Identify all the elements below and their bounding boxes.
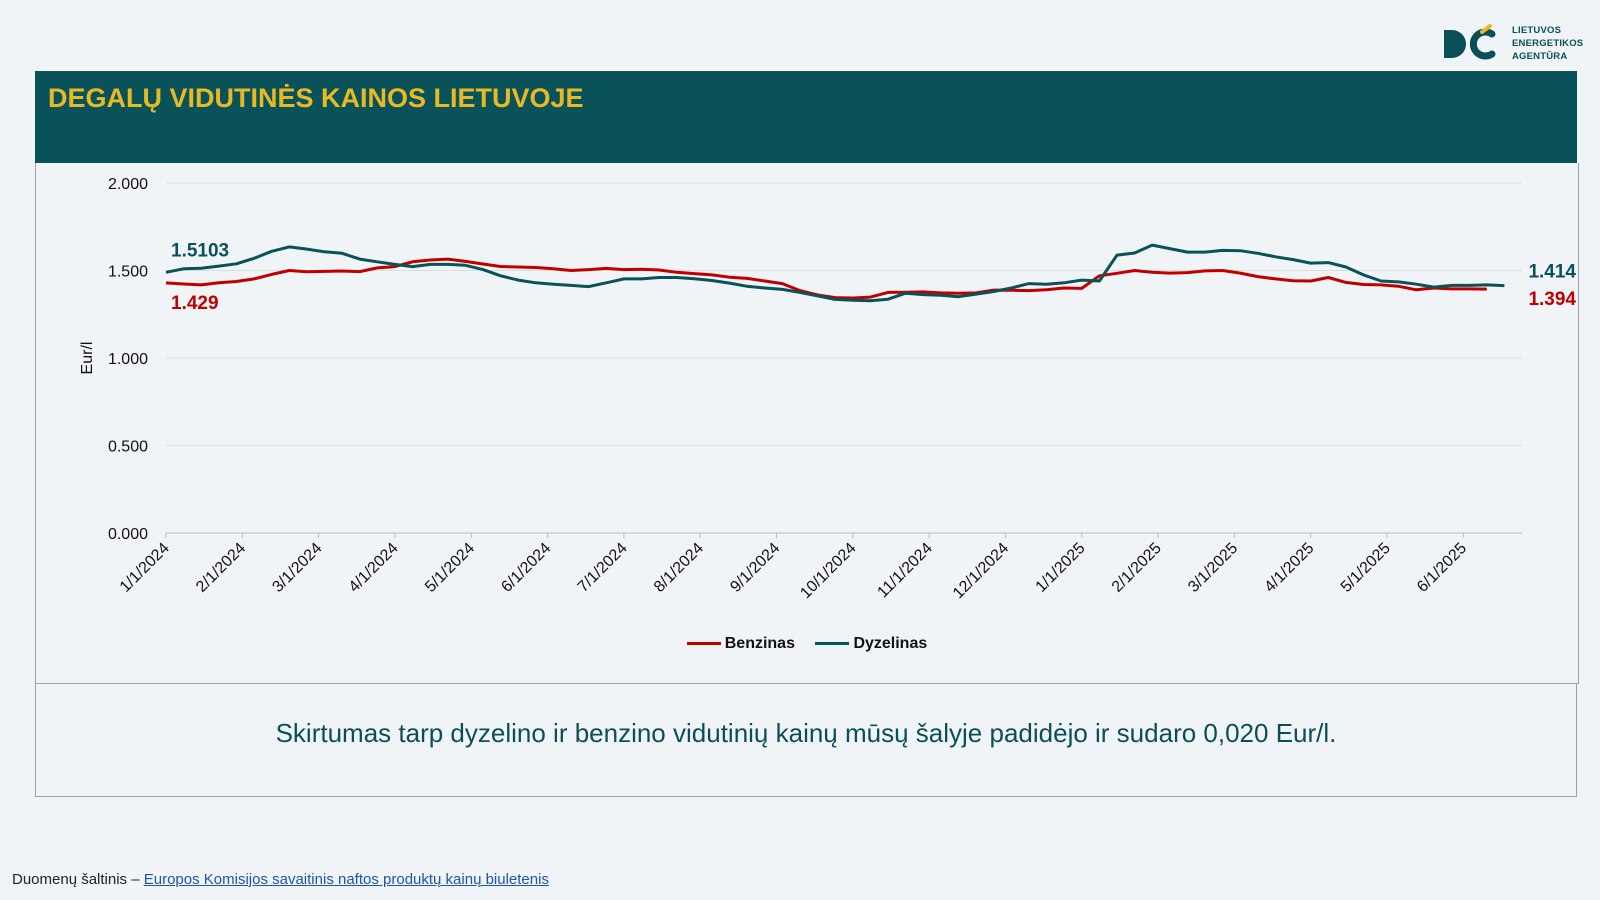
x-tick-label: 1/1/2025	[1033, 540, 1089, 596]
price-line-chart: 0.000 0.500 1.000 1.500 2.000 Eur/l 1/1/2024 2/…	[79, 176, 1576, 602]
legend-swatch-benzinas	[686, 642, 721, 645]
logo-line-2: ENERGETIKOS	[1512, 38, 1584, 49]
x-tick-label: 2/1/2025	[1109, 540, 1165, 596]
y-tick-label: 1.000	[108, 351, 148, 368]
x-tick-label: 7/1/2024	[575, 540, 631, 596]
lea-logo	[1444, 24, 1496, 60]
chart-panel: 0.000 0.500 1.000 1.500 2.000 Eur/l 1/1/2024 2/…	[35, 163, 1579, 684]
source-prefix: Duomenų šaltinis –	[12, 871, 144, 888]
x-tick-label: 4/1/2024	[346, 540, 402, 596]
logo-line-3: AGENTŪRA	[1512, 51, 1568, 62]
legend-label-benzinas: Benzinas	[724, 634, 795, 652]
summary-text: Skirtumas tarp dyzelino ir benzino vidut…	[275, 718, 1337, 748]
x-tick-label: 4/1/2025	[1261, 540, 1317, 596]
x-tick-label: 5/1/2024	[422, 540, 478, 596]
y-tick-label: 1.500	[108, 264, 148, 281]
data-label-dyzelinas-start: 1.5103	[171, 240, 229, 261]
chart-legend: Benzinas Dyzelinas	[36, 632, 1578, 653]
page-title: DEGALŲ VIDUTINĖS KAINOS LIETUVOJE	[48, 83, 584, 113]
x-tick-label: 6/1/2024	[498, 540, 554, 596]
series-line-benzinas	[165, 257, 1487, 300]
logo-mark-icon	[1444, 24, 1496, 60]
logo-line-1: LIETUVOS	[1512, 25, 1562, 36]
data-label-benzinas-start: 1.429	[171, 293, 219, 314]
data-label-benzinas-end: 1.394	[1528, 289, 1576, 310]
x-tick-label: 8/1/2024	[651, 540, 707, 596]
x-tick-label: 3/1/2024	[269, 540, 325, 596]
x-tick-label: 9/1/2024	[727, 540, 783, 596]
x-tick-label: 6/1/2025	[1414, 540, 1470, 596]
logo-text: LIETUVOS ENERGETIKOS AGENTŪRA	[1512, 24, 1583, 63]
x-tick-label: 12/1/2024	[950, 540, 1012, 602]
y-tick-label: 0.000	[108, 526, 148, 543]
source-footer: Duomenų šaltinis – Europos Komisijos sav…	[12, 871, 549, 888]
x-tick-label: 5/1/2025	[1338, 540, 1394, 596]
data-label-dyzelinas-end: 1.414	[1528, 262, 1576, 283]
legend-swatch-dyzelinas	[815, 642, 850, 645]
legend-item-benzinas: Benzinas	[686, 634, 795, 653]
x-tick-label: 1/1/2024	[117, 540, 173, 596]
header-banner: DEGALŲ VIDUTINĖS KAINOS LIETUVOJE	[35, 71, 1577, 163]
y-tick-label: 0.500	[108, 439, 148, 456]
series-line-dyzelinas	[165, 243, 1505, 303]
x-tick-label: 10/1/2024	[797, 540, 859, 602]
x-tick-label: 11/1/2024	[874, 540, 936, 602]
summary-panel: Skirtumas tarp dyzelino ir benzino vidut…	[35, 684, 1577, 797]
legend-label-dyzelinas: Dyzelinas	[853, 634, 928, 652]
y-axis-label: Eur/l	[79, 342, 96, 375]
x-tick-label: 3/1/2025	[1185, 540, 1241, 596]
x-tick-label: 2/1/2024	[193, 540, 249, 596]
legend-item-dyzelinas: Dyzelinas	[815, 635, 927, 653]
source-link[interactable]: Europos Komisijos savaitinis naftos prod…	[143, 871, 549, 888]
y-tick-label: 2.000	[108, 176, 148, 193]
